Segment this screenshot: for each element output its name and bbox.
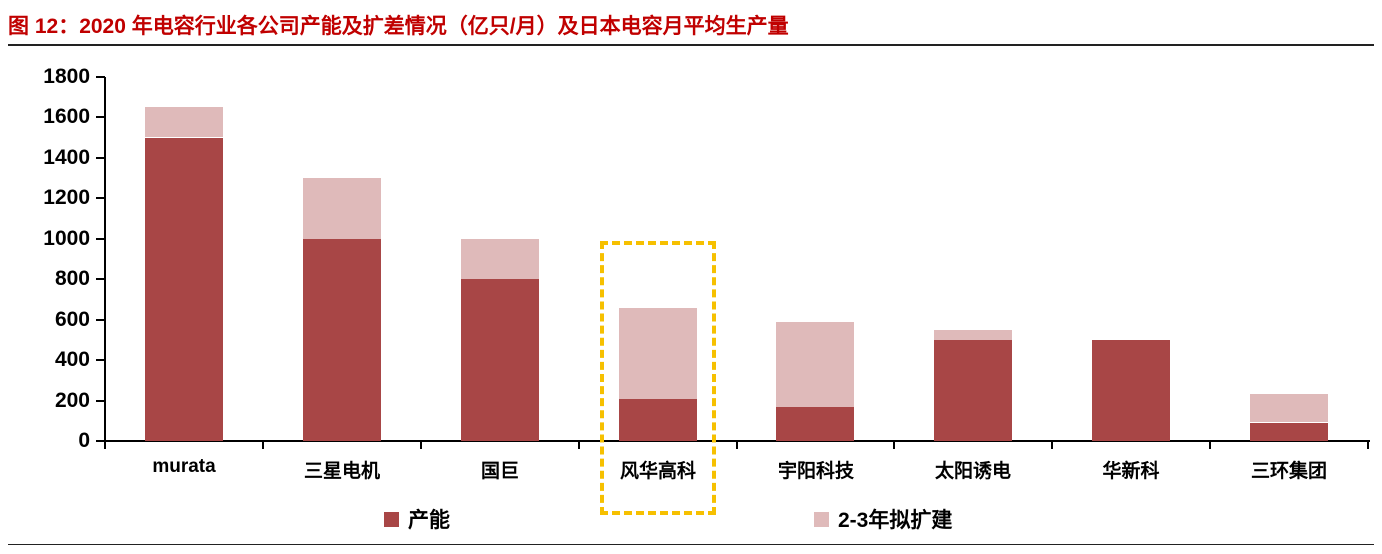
bar-segment-capacity (1250, 423, 1328, 441)
bar-segment-capacity (461, 279, 539, 441)
y-axis (104, 77, 106, 442)
y-tick (96, 440, 105, 442)
x-category-label: 宇阳科技 (777, 461, 854, 482)
y-tick (96, 156, 105, 159)
y-tick-label: 1800 (43, 65, 90, 88)
x-category-label: 三星电机 (303, 461, 380, 482)
x-category-label: 国巨 (480, 461, 519, 482)
legend-label-capacity: 产能 (408, 509, 450, 532)
bar-0 (145, 107, 223, 441)
y-tick-label: 1000 (43, 226, 90, 250)
bar-1 (303, 178, 381, 441)
bar-segment-capacity (303, 239, 381, 441)
y-tick-label: 1200 (43, 186, 90, 210)
x-tick (578, 441, 580, 449)
x-tick (1367, 441, 1369, 449)
bar-7 (1250, 394, 1328, 441)
legend-swatch-expansion (814, 511, 829, 527)
bar-segment-capacity (619, 399, 697, 441)
x-category-label: 三环集团 (1250, 461, 1327, 482)
bar-3 (619, 308, 697, 441)
x-tick (420, 441, 422, 449)
y-tick (96, 116, 105, 119)
x-tick (1209, 441, 1211, 449)
x-tick (262, 441, 264, 449)
legend-item-expansion: 2-3年拟扩建 (814, 504, 952, 534)
bar-segment-expansion (619, 308, 697, 399)
bar-segment-capacity (934, 340, 1012, 441)
bar-segment-expansion (461, 239, 539, 279)
y-tick-label: 800 (54, 267, 90, 291)
legend-label-expansion: 2-3年拟扩建 (838, 509, 953, 532)
chart-title: 图 12：2020 年电容行业各公司产能及扩差情况（亿只/月）及日本电容月平均生… (8, 15, 789, 38)
bottom-divider (8, 544, 1374, 545)
bar-segment-capacity (145, 138, 223, 441)
y-tick-label: 600 (54, 307, 90, 331)
x-tick (893, 441, 895, 449)
bar-segment-expansion (1250, 394, 1328, 422)
legend-swatch-capacity (384, 511, 399, 527)
y-tick-label: 1400 (43, 145, 90, 169)
y-tick-label: 200 (54, 388, 90, 412)
x-tick (1051, 441, 1053, 449)
y-tick-label: 0 (78, 429, 90, 452)
bar-segment-capacity (1092, 340, 1170, 441)
bar-segment-expansion (934, 330, 1012, 340)
y-tick-label: 1600 (43, 105, 90, 129)
x-category-label: 太阳诱电 (934, 461, 1011, 482)
y-tick (96, 237, 105, 240)
bar-4 (776, 322, 854, 441)
y-tick (96, 318, 105, 321)
y-tick (96, 197, 105, 200)
y-tick (96, 359, 105, 362)
x-category-label: 风华高科 (619, 461, 696, 482)
bar-5 (934, 330, 1012, 441)
bar-2 (461, 239, 539, 441)
x-category-label: murata (152, 456, 216, 477)
bar-segment-capacity (776, 407, 854, 441)
legend-item-capacity: 产能 (384, 504, 450, 534)
y-tick-label: 400 (54, 348, 90, 372)
y-tick (96, 278, 105, 281)
y-tick (96, 399, 105, 402)
x-tick (104, 441, 106, 449)
y-tick (96, 76, 105, 78)
highlight-box (600, 241, 716, 515)
x-tick (736, 441, 738, 449)
bar-segment-expansion (776, 322, 854, 407)
bar-segment-expansion (303, 178, 381, 239)
x-category-label: 华新科 (1102, 461, 1160, 482)
bar-segment-expansion (145, 107, 223, 137)
title-divider (8, 44, 1374, 46)
bar-6 (1092, 340, 1170, 441)
